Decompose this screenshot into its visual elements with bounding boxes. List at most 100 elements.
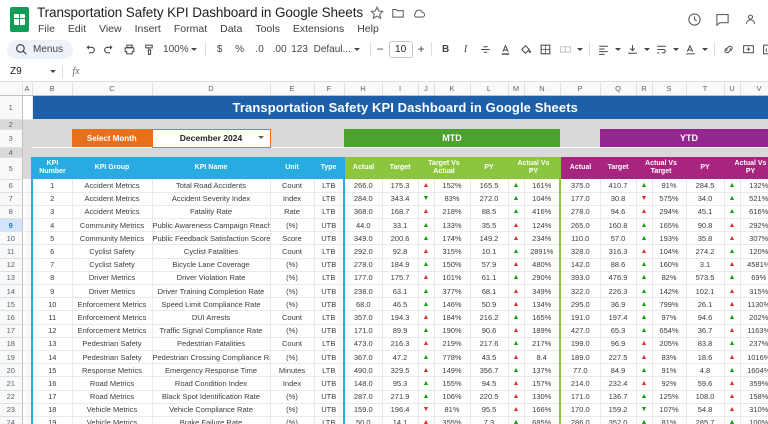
table-row[interactable]: 24 19 Vehicle Metrics Brake Failure Rate (%)… xyxy=(0,416,768,424)
row-header-22[interactable]: 22 xyxy=(0,390,23,404)
spreadsheet-grid[interactable]: A B C D E F H I J K L M N P Q R S T U V … xyxy=(0,82,768,424)
table-row[interactable]: 16 11 Enforcement Metrics DUI Arrests Count L… xyxy=(0,310,768,325)
select-all-corner[interactable] xyxy=(0,82,23,96)
cell-A11[interactable] xyxy=(22,244,33,259)
table-row[interactable]: 12 7 Cyclist Safety Bicycle Lane Coverage (%… xyxy=(0,258,768,272)
insert-link-icon[interactable] xyxy=(719,39,739,59)
col-header-I[interactable]: I xyxy=(382,82,419,96)
col-header-H[interactable]: H xyxy=(344,82,383,96)
row-header-4[interactable]: 4 xyxy=(0,147,23,158)
row-header-14[interactable]: 14 xyxy=(0,284,23,299)
col-header-K[interactable]: K xyxy=(434,82,471,96)
col-header-N[interactable]: N xyxy=(524,82,561,96)
col-header-F[interactable]: F xyxy=(314,82,345,96)
strikethrough-icon[interactable] xyxy=(476,39,496,59)
cell-A17[interactable] xyxy=(22,324,33,338)
star-icon[interactable] xyxy=(370,5,384,20)
cell-A10[interactable] xyxy=(22,231,33,246)
menu-file[interactable]: File xyxy=(38,23,55,35)
cell-A24[interactable] xyxy=(22,416,33,424)
menu-view[interactable]: View xyxy=(99,23,122,35)
row-header-3[interactable]: 3 xyxy=(0,129,23,148)
decrease-decimal-button[interactable]: .0 xyxy=(255,43,264,55)
cell-gap-3[interactable] xyxy=(560,129,600,147)
borders-icon[interactable] xyxy=(536,39,556,59)
row-header-2[interactable]: 2 xyxy=(0,119,23,130)
vertical-align-icon[interactable] xyxy=(623,39,643,59)
comment-icon[interactable] xyxy=(715,12,730,27)
table-row[interactable]: 9 4 Community Metrics Public Awareness Camp… xyxy=(0,218,768,233)
fill-color-icon[interactable] xyxy=(516,39,536,59)
percent-format-button[interactable]: % xyxy=(235,43,245,55)
font-size-stepper[interactable]: − 10 + xyxy=(375,40,427,58)
wrap-dropdown-icon[interactable] xyxy=(672,39,681,59)
table-row[interactable]: 18 13 Pedestrian Safety Pedestrian Fataliti… xyxy=(0,337,768,351)
row-header-20[interactable]: 20 xyxy=(0,363,23,378)
menu-extensions[interactable]: Extensions xyxy=(292,23,345,35)
insert-chart-icon[interactable] xyxy=(759,39,768,59)
cell-F3[interactable] xyxy=(314,129,344,147)
undo-icon[interactable] xyxy=(79,39,99,59)
col-header-V[interactable]: V xyxy=(740,82,768,96)
align-dropdown-icon[interactable] xyxy=(614,39,623,59)
table-row[interactable]: 21 16 Road Metrics Road Condition Index Inde… xyxy=(0,376,768,391)
row-header-12[interactable]: 12 xyxy=(0,258,23,272)
col-header-A[interactable]: A xyxy=(22,82,33,96)
row-header-16[interactable]: 16 xyxy=(0,310,23,325)
col-header-C[interactable]: C xyxy=(72,82,153,96)
chevron-down-icon[interactable] xyxy=(50,70,56,73)
name-box[interactable]: Z9 xyxy=(0,62,62,81)
cell-A18[interactable] xyxy=(22,337,33,351)
cell-A7[interactable] xyxy=(22,192,33,206)
menu-help[interactable]: Help xyxy=(357,23,379,35)
row-header-13[interactable]: 13 xyxy=(0,271,23,286)
menu-insert[interactable]: Insert xyxy=(134,23,161,35)
text-color-icon[interactable] xyxy=(496,39,516,59)
col-header-U[interactable]: U xyxy=(724,82,741,96)
row-header-6[interactable]: 6 xyxy=(0,179,23,193)
cell-A1[interactable] xyxy=(22,95,33,120)
cell-A3[interactable] xyxy=(22,129,32,147)
zoom-selector[interactable]: 100% xyxy=(159,44,201,55)
table-row[interactable]: 19 14 Pedestrian Safety Pedestrian Crossing… xyxy=(0,350,768,365)
rotation-dropdown-icon[interactable] xyxy=(701,39,710,59)
table-row[interactable]: 7 2 Accident Metrics Accident Severity Inde… xyxy=(0,192,768,206)
vertical-align-dropdown-icon[interactable] xyxy=(643,39,652,59)
menu-data[interactable]: Data xyxy=(220,23,243,35)
version-history-icon[interactable] xyxy=(687,12,702,27)
row-header-18[interactable]: 18 xyxy=(0,337,23,351)
italic-button[interactable]: I xyxy=(463,43,468,55)
row-header-10[interactable]: 10 xyxy=(0,231,23,246)
decrease-font-size-button[interactable]: − xyxy=(376,42,384,56)
table-row[interactable]: 23 18 Vehicle Metrics Vehicle Compliance Ra… xyxy=(0,403,768,417)
select-month-dropdown[interactable]: December 2024 xyxy=(151,128,271,148)
row-header-17[interactable]: 17 xyxy=(0,324,23,338)
table-row[interactable]: 14 9 Driver Metrics Driver Training Complet… xyxy=(0,284,768,299)
row-header-19[interactable]: 19 xyxy=(0,350,23,365)
cell-E3[interactable] xyxy=(270,129,314,147)
col-header-E[interactable]: E xyxy=(270,82,315,96)
cell-A4[interactable] xyxy=(22,147,32,157)
merge-cells-icon[interactable] xyxy=(556,39,576,59)
table-row[interactable]: 13 8 Driver Metrics Driver Violation Rate (%… xyxy=(0,271,768,286)
cell-A9[interactable] xyxy=(22,218,33,233)
redo-icon[interactable] xyxy=(99,39,119,59)
cell-A23[interactable] xyxy=(22,403,33,417)
increase-decimal-button[interactable]: .00 xyxy=(272,43,287,55)
cell-A14[interactable] xyxy=(22,284,33,299)
row-header-23[interactable]: 23 xyxy=(0,403,23,417)
more-formats-button[interactable]: 123 xyxy=(291,43,308,55)
font-family-selector[interactable]: Defaul... xyxy=(310,44,366,55)
bold-button[interactable]: B xyxy=(441,43,450,55)
cell-A12[interactable] xyxy=(22,258,33,272)
menu-format[interactable]: Format xyxy=(173,23,208,35)
row-header-8[interactable]: 8 xyxy=(0,205,23,220)
share-icon[interactable] xyxy=(743,12,758,27)
table-row[interactable]: 20 15 Response Metrics Emergency Response T… xyxy=(0,363,768,378)
row-header-11[interactable]: 11 xyxy=(0,244,23,259)
cell-A20[interactable] xyxy=(22,363,33,378)
formula-input[interactable] xyxy=(89,62,768,81)
row-header-5[interactable]: 5 xyxy=(0,157,23,180)
font-size-input[interactable]: 10 xyxy=(388,40,413,58)
table-row[interactable]: 6 1 Accident Metrics Total Road Accidents Co… xyxy=(0,179,768,193)
